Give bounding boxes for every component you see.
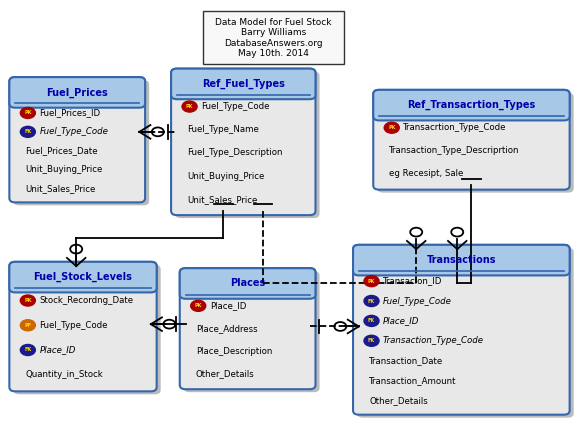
Circle shape — [190, 300, 206, 311]
Text: Fuel_Type_Code: Fuel_Type_Code — [201, 102, 270, 111]
Text: Place_Address: Place_Address — [196, 324, 258, 333]
Text: PK: PK — [24, 298, 31, 303]
Circle shape — [364, 315, 379, 326]
FancyBboxPatch shape — [353, 245, 570, 276]
Text: Transaction_Type_Code: Transaction_Type_Code — [383, 336, 484, 345]
FancyBboxPatch shape — [13, 265, 161, 394]
FancyBboxPatch shape — [9, 262, 157, 391]
Text: Data Model for Fuel Stock
Barry Williams
DatabaseAnswers.org
May 10th. 2014: Data Model for Fuel Stock Barry Williams… — [215, 18, 332, 58]
Text: Quantity_in_Stock: Quantity_in_Stock — [25, 370, 103, 379]
Circle shape — [364, 335, 379, 346]
Text: Ref_Fuel_Types: Ref_Fuel_Types — [202, 79, 285, 89]
Circle shape — [20, 127, 35, 137]
Text: Transaction_Amount: Transaction_Amount — [369, 376, 457, 385]
Text: Place_ID: Place_ID — [39, 345, 76, 354]
Text: PK: PK — [195, 303, 202, 308]
Text: FK: FK — [368, 338, 375, 343]
Text: Transaction_Date: Transaction_Date — [369, 356, 444, 365]
Circle shape — [384, 122, 400, 133]
Text: Unit_Sales_Price: Unit_Sales_Price — [25, 184, 96, 193]
Text: Transacion_ID: Transacion_ID — [383, 276, 442, 285]
FancyBboxPatch shape — [9, 262, 157, 292]
Circle shape — [20, 320, 35, 331]
FancyBboxPatch shape — [184, 271, 320, 392]
Text: PK: PK — [24, 110, 31, 115]
Circle shape — [20, 107, 35, 118]
Text: PK: PK — [186, 104, 193, 109]
Text: Fuel_Prices_Date: Fuel_Prices_Date — [25, 146, 98, 155]
FancyBboxPatch shape — [373, 90, 570, 190]
FancyBboxPatch shape — [353, 245, 570, 414]
FancyBboxPatch shape — [373, 90, 570, 121]
FancyBboxPatch shape — [179, 268, 316, 299]
Text: Fuel_Type_Code: Fuel_Type_Code — [383, 296, 452, 305]
Text: Places: Places — [230, 279, 265, 288]
FancyBboxPatch shape — [9, 77, 145, 108]
FancyBboxPatch shape — [357, 248, 574, 417]
Text: Fuel_Prices_ID: Fuel_Prices_ID — [39, 109, 101, 118]
FancyBboxPatch shape — [203, 12, 345, 64]
Text: Transaction_Type_Descriprtion: Transaction_Type_Descriprtion — [390, 146, 520, 155]
Text: Place_ID: Place_ID — [210, 301, 246, 310]
Text: FK: FK — [24, 130, 31, 134]
FancyBboxPatch shape — [13, 80, 149, 205]
Text: FK: FK — [368, 299, 375, 303]
Text: Fuel_Type_Name: Fuel_Type_Name — [187, 125, 259, 134]
FancyBboxPatch shape — [175, 72, 320, 218]
Circle shape — [364, 276, 379, 287]
Text: Unit_Buying_Price: Unit_Buying_Price — [187, 172, 265, 181]
Text: Unit_Buying_Price: Unit_Buying_Price — [25, 165, 103, 174]
Text: Transactions: Transactions — [427, 255, 496, 265]
Text: Fuel_Type_Code: Fuel_Type_Code — [39, 321, 108, 330]
Text: Stock_Recordng_Date: Stock_Recordng_Date — [39, 296, 134, 305]
Text: Place_Description: Place_Description — [196, 347, 272, 356]
Circle shape — [182, 101, 197, 112]
Text: Transacrtion_Type_Code: Transacrtion_Type_Code — [404, 123, 507, 132]
Text: PK: PK — [388, 125, 395, 130]
Text: Fuel_Prices: Fuel_Prices — [46, 87, 108, 98]
Text: Place_ID: Place_ID — [383, 317, 419, 325]
Circle shape — [20, 345, 35, 356]
Text: PK: PK — [368, 279, 375, 284]
Text: eg Recesipt, Sale: eg Recesipt, Sale — [390, 170, 464, 178]
FancyBboxPatch shape — [179, 268, 316, 389]
FancyBboxPatch shape — [9, 77, 145, 202]
Circle shape — [364, 296, 379, 307]
Text: Fuel_Stock_Levels: Fuel_Stock_Levels — [34, 272, 133, 282]
Text: Ref_Transacrtion_Types: Ref_Transacrtion_Types — [407, 100, 536, 110]
Text: Other_Details: Other_Details — [369, 396, 428, 405]
FancyBboxPatch shape — [378, 93, 574, 193]
Text: FK: FK — [368, 318, 375, 323]
Text: Fuel_Type_Description: Fuel_Type_Description — [187, 148, 283, 158]
FancyBboxPatch shape — [171, 69, 316, 99]
Text: Other_Details: Other_Details — [196, 369, 255, 378]
Text: PF: PF — [24, 323, 31, 328]
Circle shape — [20, 295, 35, 306]
FancyBboxPatch shape — [171, 69, 316, 215]
Text: FK: FK — [24, 348, 31, 352]
Text: Fuel_Type_Code: Fuel_Type_Code — [39, 127, 108, 136]
Text: Unit_Sales_Price: Unit_Sales_Price — [187, 195, 258, 204]
